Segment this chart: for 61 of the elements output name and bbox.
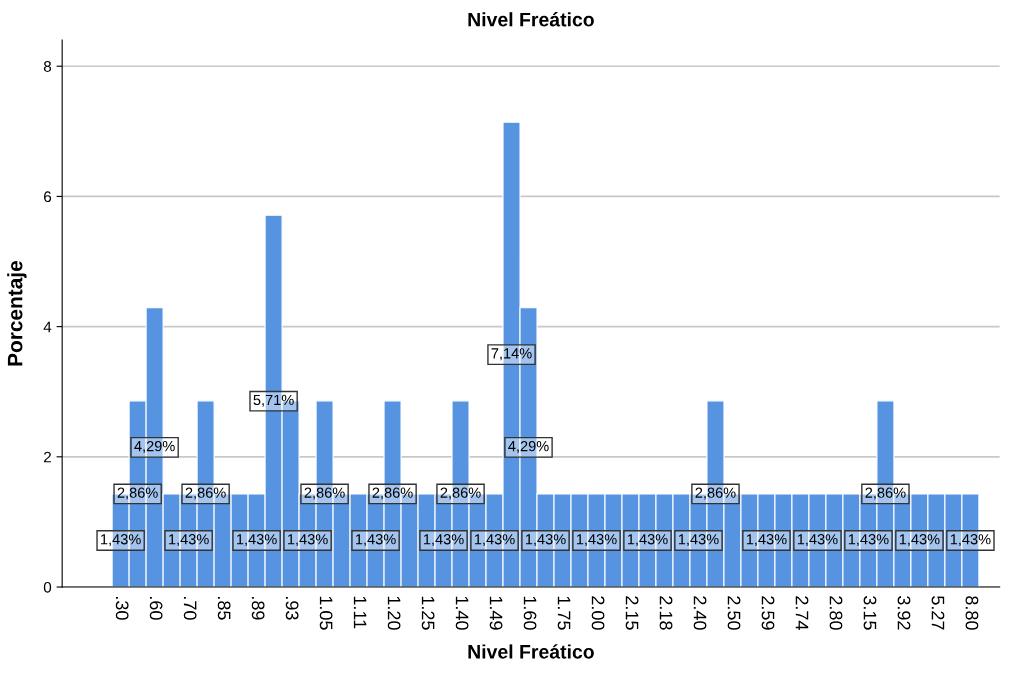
x-tick-label: 1.25 [421, 596, 435, 630]
x-tick-label: 1.60 [523, 596, 537, 630]
x-tick-label: 2.59 [761, 596, 775, 630]
x-tick-label: 2.15 [625, 596, 639, 630]
data-label: 2,86% [372, 487, 413, 500]
x-tick-label: 1.05 [319, 596, 333, 630]
x-tick-label: 1.49 [489, 596, 503, 630]
chart-title: Nivel Freático [468, 12, 594, 27]
x-tick-label: 8.80 [965, 596, 979, 630]
y-tick-label: 6 [44, 191, 52, 203]
data-label: 7,14% [491, 348, 532, 361]
y-axis-title: Porcentaje [7, 261, 27, 366]
x-tick-label: 2.80 [829, 596, 843, 630]
x-tick-label: 1.40 [455, 596, 469, 630]
x-tick-label: 3.15 [863, 596, 877, 630]
x-tick-label: 5.27 [931, 596, 945, 630]
data-label: 1,43% [169, 534, 209, 547]
x-tick-label: 2.40 [693, 596, 707, 630]
x-tick-label: 3.92 [897, 596, 911, 630]
data-label: 4,29% [134, 440, 175, 454]
data-label: 1,43% [899, 534, 940, 547]
data-label: 1,43% [576, 534, 617, 547]
x-tick-label: .70 [183, 597, 197, 620]
x-tick-label: 2.18 [659, 596, 673, 630]
data-label: 1,43% [627, 534, 668, 547]
data-label: 1,43% [474, 534, 515, 547]
y-tick-label: 8 [43, 61, 52, 72]
x-tick-label: 1.20 [387, 596, 401, 630]
data-label: 1,43% [746, 534, 787, 547]
y-tick-label: 4 [43, 321, 52, 333]
x-tick-label: 2.00 [591, 596, 605, 630]
x-tick-label: 1.11 [353, 596, 367, 629]
x-tick-label: .89 [251, 597, 265, 620]
x-tick-label: 2.74 [795, 596, 809, 630]
x-tick-label: .30 [115, 597, 129, 620]
data-label: 1,43% [950, 534, 991, 547]
data-label: 1,43% [356, 534, 396, 547]
x-tick-label: .93 [285, 597, 299, 620]
data-label: 1,43% [423, 534, 464, 547]
x-axis-title: Nivel Freático [468, 644, 594, 659]
data-label: 2,86% [185, 487, 226, 500]
x-tick-label: .85 [217, 597, 231, 620]
data-label: 1,43% [288, 534, 328, 547]
data-label: 2,86% [865, 487, 906, 500]
data-label: 1,43% [237, 534, 277, 547]
data-label: 5,71% [253, 394, 294, 407]
y-tick-label: 0 [43, 581, 52, 593]
x-tick-label: .60 [149, 597, 163, 620]
y-tick-label: 2 [44, 451, 51, 463]
data-label: 1,43% [101, 534, 141, 547]
data-label: 2,86% [304, 487, 345, 500]
data-label: 1,43% [848, 534, 889, 547]
data-label: 1,43% [678, 534, 719, 547]
data-label: 4,29% [508, 440, 549, 454]
data-label: 1,43% [797, 534, 838, 547]
x-tick-label: 2.50 [727, 596, 741, 630]
x-tick-label: 1.75 [557, 596, 571, 630]
data-label: 2,86% [440, 487, 481, 500]
data-label: 1,43% [525, 534, 566, 547]
data-label: 2,86% [117, 487, 158, 500]
data-label: 2,86% [695, 487, 736, 500]
